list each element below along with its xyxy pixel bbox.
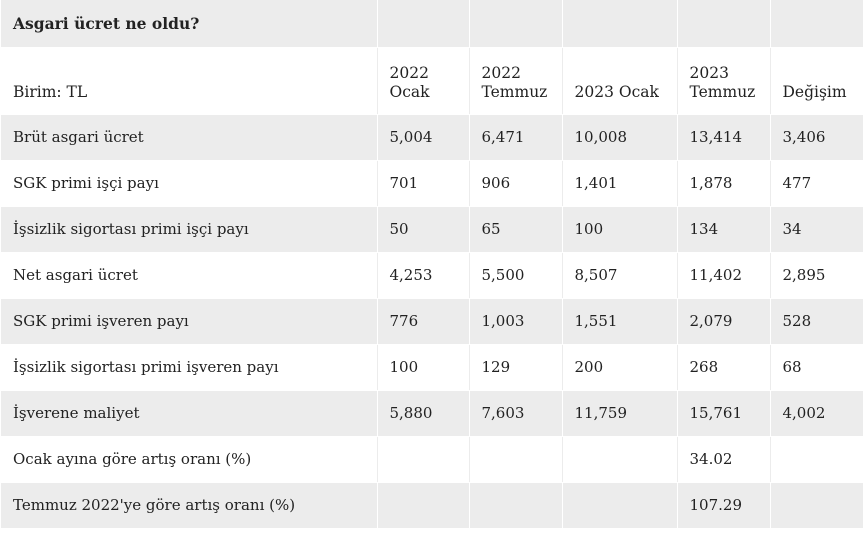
header-label: 2022 Temmuz: [481, 63, 548, 101]
table-cell: 4,253: [377, 252, 470, 299]
row-label: İşverene maliyet: [1, 390, 378, 437]
table-row: İşsizlik sigortası primi işveren payı 10…: [1, 344, 863, 391]
header-2023-temmuz: 2023 Temmuz: [677, 47, 771, 115]
table-cell: 13,414: [677, 114, 771, 161]
row-label: Ocak ayına göre artış oranı (%): [1, 436, 378, 483]
header-2022-ocak: 2022 Ocak: [377, 47, 470, 115]
table-cell: 134: [677, 206, 771, 253]
table-cell: 1,551: [562, 298, 678, 345]
table-cell: [377, 0, 470, 48]
table-cell: 701: [377, 160, 470, 207]
table-cell: 15,761: [677, 390, 771, 437]
header-label: 2023 Ocak: [574, 82, 659, 101]
table-cell: 8,507: [562, 252, 678, 299]
table-cell: [377, 482, 470, 529]
table-header-row: Birim: TL 2022 Ocak 2022 Temmuz 2023 Oca…: [1, 47, 863, 115]
table-cell: [469, 436, 563, 483]
table-cell: [377, 436, 470, 483]
table-cell: 776: [377, 298, 470, 345]
table-cell: [770, 482, 863, 529]
table-cell: [770, 436, 863, 483]
table-cell: 200: [562, 344, 678, 391]
row-label: Temmuz 2022'ye göre artış oranı (%): [1, 482, 378, 529]
header-label: 2022 Ocak: [389, 63, 430, 101]
table-row: Net asgari ücret 4,253 5,500 8,507 11,40…: [1, 252, 863, 299]
table-row: Ocak ayına göre artış oranı (%) 34.02: [1, 436, 863, 483]
table-cell: 1,878: [677, 160, 771, 207]
table-cell: 68: [770, 344, 863, 391]
header-2022-temmuz: 2022 Temmuz: [469, 47, 563, 115]
header-unit: Birim: TL: [1, 47, 378, 115]
table-cell: 268: [677, 344, 771, 391]
table-cell: 129: [469, 344, 563, 391]
table-cell: 10,008: [562, 114, 678, 161]
table-cell: 1,401: [562, 160, 678, 207]
table-cell: 11,402: [677, 252, 771, 299]
table-row: SGK primi işveren payı 776 1,003 1,551 2…: [1, 298, 863, 345]
header-label: 2023 Temmuz: [689, 63, 756, 101]
table-cell: 5,880: [377, 390, 470, 437]
table-row: Brüt asgari ücret 5,004 6,471 10,008 13,…: [1, 114, 863, 161]
table-cell: 100: [377, 344, 470, 391]
table-cell: [677, 0, 771, 48]
row-label: SGK primi işçi payı: [1, 160, 378, 207]
table-cell: 65: [469, 206, 563, 253]
table-cell: 3,406: [770, 114, 863, 161]
table-cell: 50: [377, 206, 470, 253]
table-cell: [562, 436, 678, 483]
table-cell: 1,003: [469, 298, 563, 345]
table-title-row: Asgari ücret ne oldu?: [1, 0, 863, 48]
table-cell: 7,603: [469, 390, 563, 437]
table-row: İşsizlik sigortası primi işçi payı 50 65…: [1, 206, 863, 253]
table-cell: 2,079: [677, 298, 771, 345]
table-row: İşverene maliyet 5,880 7,603 11,759 15,7…: [1, 390, 863, 437]
table-cell: 4,002: [770, 390, 863, 437]
table-cell: 5,004: [377, 114, 470, 161]
table-cell: 6,471: [469, 114, 563, 161]
row-label: Brüt asgari ücret: [1, 114, 378, 161]
table-cell: 107.29: [677, 482, 771, 529]
table-cell: 34.02: [677, 436, 771, 483]
header-degisim: Değişim: [770, 47, 863, 115]
row-label: İşsizlik sigortası primi işçi payı: [1, 206, 378, 253]
table-row: SGK primi işçi payı 701 906 1,401 1,878 …: [1, 160, 863, 207]
table-cell: [469, 0, 563, 48]
table-cell: 5,500: [469, 252, 563, 299]
table-cell: 34: [770, 206, 863, 253]
header-label: Değişim: [782, 82, 847, 101]
header-2023-ocak: 2023 Ocak: [562, 47, 678, 115]
table-cell: 11,759: [562, 390, 678, 437]
header-label: Birim: TL: [13, 82, 88, 101]
row-label: İşsizlik sigortası primi işveren payı: [1, 344, 378, 391]
table-title: Asgari ücret ne oldu?: [1, 0, 378, 48]
table-cell: [770, 0, 863, 48]
table-row: Temmuz 2022'ye göre artış oranı (%) 107.…: [1, 482, 863, 529]
row-label: SGK primi işveren payı: [1, 298, 378, 345]
table-cell: 477: [770, 160, 863, 207]
table-cell: [562, 0, 678, 48]
table-cell: 100: [562, 206, 678, 253]
table-cell: [562, 482, 678, 529]
table-cell: 906: [469, 160, 563, 207]
table-cell: [469, 482, 563, 529]
table-cell: 528: [770, 298, 863, 345]
row-label: Net asgari ücret: [1, 252, 378, 299]
table-cell: 2,895: [770, 252, 863, 299]
